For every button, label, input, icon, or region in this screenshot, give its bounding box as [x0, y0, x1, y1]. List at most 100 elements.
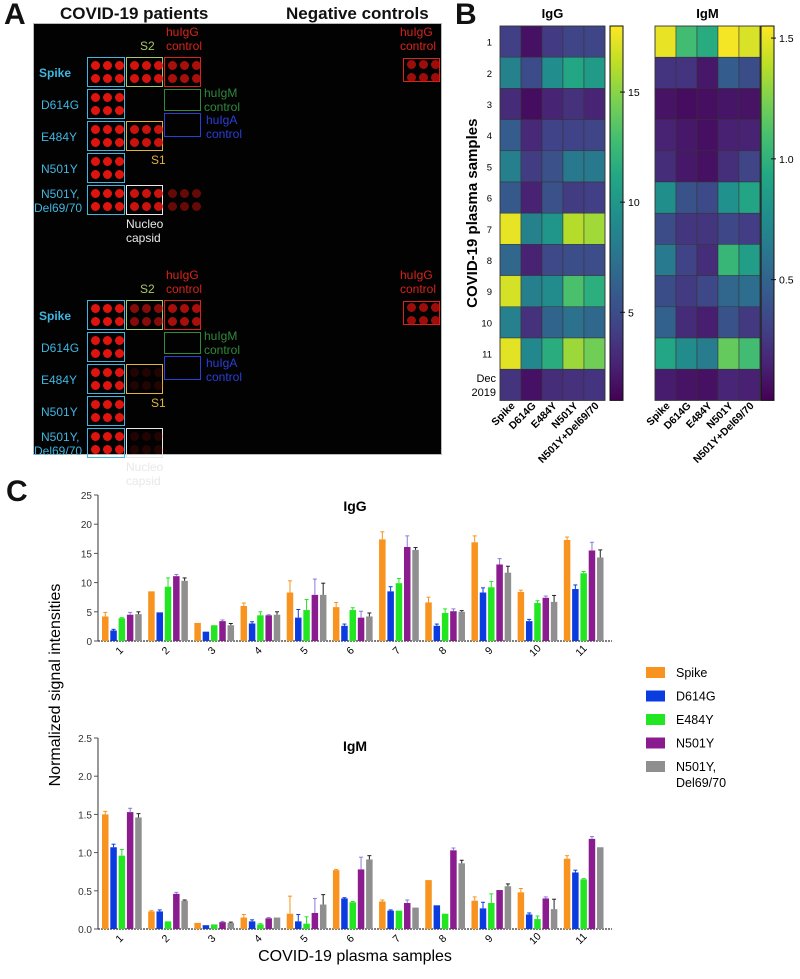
heatmap-cell: [738, 56, 761, 89]
heatmap-cell: [717, 212, 740, 245]
colorbar-tick-label: 15: [628, 87, 640, 99]
array-spot: [407, 303, 416, 312]
array-row-label: N501Y: [41, 162, 78, 176]
heatmap-cell: [717, 275, 740, 308]
array-spot: [154, 304, 163, 313]
array-spot: [115, 413, 124, 422]
bar: [219, 621, 226, 641]
heatmap-cell: [738, 150, 761, 183]
heatmap-cell: [654, 56, 677, 89]
array-spot: [103, 304, 112, 313]
x-axis-tick-label: 8: [437, 644, 450, 657]
heatmap-cell: [520, 244, 543, 276]
heatmap-cell: [583, 119, 606, 152]
bar: [412, 549, 419, 641]
heatmap-cell: [499, 212, 522, 245]
heatmap-cell: [738, 306, 761, 339]
array-spot: [142, 202, 151, 211]
heatmap-cell: [499, 88, 522, 120]
bar: [425, 602, 432, 641]
panel-a: A COVID-19 patients Negative controls Sp…: [0, 0, 460, 488]
array-spot: [115, 170, 124, 179]
bar: [135, 817, 142, 929]
bar: [227, 625, 235, 641]
array-spot: [154, 138, 163, 147]
x-axis-tick-label: 9: [483, 644, 496, 657]
array-spot: [103, 61, 112, 70]
bar: [295, 921, 302, 929]
spike-variant-box: [87, 57, 125, 87]
array-spot: [115, 432, 124, 441]
heatmap-y-axis-label: COVID-19 plasma samples: [464, 119, 481, 308]
array-spot: [142, 74, 151, 83]
array-spot: [103, 413, 112, 422]
array-spot: [168, 202, 177, 211]
bar: [257, 615, 264, 641]
huigm-control-label: huIgM: [204, 86, 238, 100]
bar: [118, 618, 126, 641]
bar: [395, 583, 403, 641]
neg-huigg-control-label: huIgG: [400, 25, 433, 39]
legend-label: E484Y: [676, 713, 714, 727]
array-spot: [91, 61, 100, 70]
bar: [341, 898, 348, 929]
array-spot: [142, 189, 151, 198]
array-spot: [130, 445, 139, 454]
x-axis-tick-label: 11: [573, 643, 589, 659]
array-spot: [419, 60, 428, 69]
bar: [349, 902, 357, 929]
huigm-control-label: control: [204, 100, 241, 114]
heatmap-cell: [675, 88, 698, 120]
array-spot: [192, 61, 201, 70]
legend-label: Del69/70: [676, 776, 726, 790]
array-spot: [168, 304, 177, 313]
heatmap-cell: [583, 337, 606, 370]
heatmap-cell: [583, 306, 606, 339]
heatmap-cell: [520, 181, 543, 214]
array-spot: [168, 74, 177, 83]
array-spot: [431, 60, 440, 69]
heatmap-cell: [499, 150, 522, 183]
array-spot: [91, 368, 100, 377]
array-spot: [115, 349, 124, 358]
array-spot: [180, 304, 189, 313]
bar: [135, 614, 142, 641]
heatmap-cell: [738, 119, 761, 152]
heatmap-cell: [654, 88, 677, 120]
array-spot: [91, 189, 100, 198]
heatmap-cell: [675, 306, 698, 339]
heatmap-cell: [654, 368, 677, 401]
y-axis-tick-label: 2.5: [78, 734, 92, 745]
heatmap-cell: [499, 306, 522, 339]
heatmap-cell: [562, 275, 585, 308]
bar: [572, 589, 579, 641]
heatmap-row-label: 2019: [472, 387, 496, 399]
heatmap-cell: [654, 212, 677, 245]
bar: [387, 591, 394, 641]
bar: [441, 612, 449, 641]
y-axis-tick-label: 20: [81, 520, 93, 531]
array-spot: [115, 445, 124, 454]
bar: [357, 617, 365, 641]
array-spot: [142, 61, 151, 70]
x-axis-tick-label: 2: [160, 932, 173, 945]
bar: [366, 859, 373, 929]
bar: [257, 924, 264, 929]
heatmap-cell: [675, 275, 698, 308]
heatmap-cell: [541, 306, 564, 339]
array-spot: [91, 74, 100, 83]
array-spot: [142, 317, 151, 326]
bar: [479, 908, 487, 929]
array-row-label: N501Y,: [41, 187, 80, 201]
array-row-label: D614G: [41, 98, 80, 112]
legend-label: Spike: [676, 666, 707, 680]
colorbar: [760, 25, 775, 401]
array-spot: [180, 317, 189, 326]
huigm-control-box: [164, 332, 201, 354]
bar: [366, 616, 373, 641]
huigg-control-label: huIgG: [166, 25, 199, 39]
heatmap-cell: [541, 88, 564, 120]
array-spot: [407, 60, 416, 69]
bar: [210, 924, 218, 929]
heatmap-cell: [583, 212, 606, 245]
